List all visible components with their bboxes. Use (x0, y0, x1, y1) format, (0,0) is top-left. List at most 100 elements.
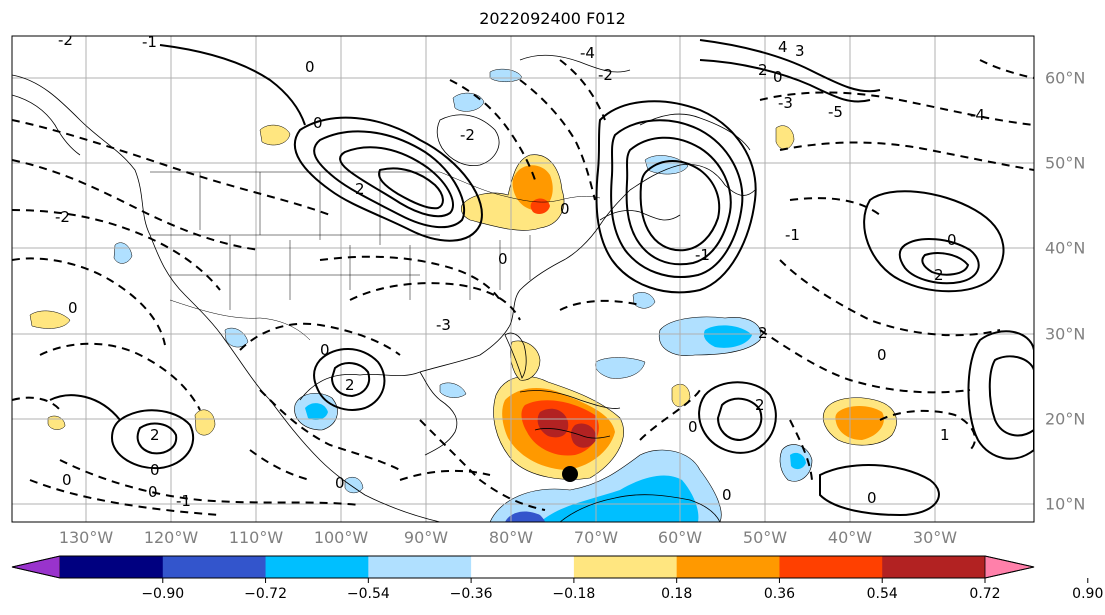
colorbar-tick-label: −0.90 (141, 586, 185, 602)
colorbar-tick-label: −0.54 (346, 586, 390, 602)
warm-region-greatlakes-core (530, 198, 550, 214)
contour-label: 0 (150, 461, 160, 479)
contour-label: 0 (305, 58, 315, 76)
contour-label: 2 (934, 266, 944, 284)
map-panel: -2 -1 0 0 -2 -2 2 -4 -2 4 3 2 0 -3 -5 -4… (12, 33, 1034, 522)
cool-patch-9 (344, 477, 364, 494)
contour-label: 0 (560, 200, 570, 218)
colorbar (11, 555, 1089, 583)
cool-patch-8 (644, 155, 689, 175)
contour-label: -1 (785, 226, 800, 244)
latitude-label: 60°N (1045, 68, 1086, 88)
contour-label: -2 (460, 126, 475, 144)
cool-region-south-inner (540, 475, 699, 522)
warm-region-florida (510, 340, 541, 381)
cool-region-atl-central-inner (703, 325, 752, 348)
colorbar-bin (882, 556, 986, 578)
cool-patch-6 (439, 382, 467, 398)
colorbar-tick-label: 0.54 (866, 586, 898, 602)
contour-label: 0 (947, 231, 957, 249)
latitude-label: 30°N (1045, 324, 1086, 344)
longitude-label: 30°W (912, 528, 958, 547)
colorbar-bin (162, 556, 267, 578)
coastlines (12, 54, 756, 522)
colorbar-extend-high (984, 555, 1035, 579)
contour-label: -1 (142, 33, 157, 51)
map-title: 2022092400 F012 (479, 9, 626, 28)
colorbar-bin (676, 556, 780, 578)
colorbar-tick-label: −0.18 (552, 586, 596, 602)
longitude-label: 110°W (228, 528, 284, 547)
colorbar-tick-label: 0.18 (661, 586, 693, 602)
contours-negative (12, 59, 1034, 516)
warm-patch-2 (29, 310, 71, 329)
colorbar-tick-label: 0.72 (969, 586, 1001, 602)
colorbar-extend-low (11, 555, 61, 579)
contour-label: 0 (68, 299, 78, 317)
contour-label: -4 (580, 44, 595, 62)
warm-patch-1 (259, 124, 291, 146)
colorbar-tick-label: −0.36 (449, 586, 493, 602)
longitude-label: 50°W (742, 528, 788, 547)
warm-region-atlantic-inner (835, 406, 884, 440)
contour-label: 2 (355, 180, 365, 198)
colorbar-bin (368, 556, 472, 578)
contour-label: 2 (758, 61, 768, 79)
contour-label: 1 (940, 426, 950, 444)
map-grid (12, 36, 1034, 522)
longitude-label: 100°W (313, 528, 369, 547)
colorbar-outline (11, 555, 1035, 579)
colorbar-bin (265, 556, 369, 578)
longitude-label: 80°W (488, 528, 534, 547)
contour-label: 0 (313, 114, 323, 132)
contour-label: 0 (320, 341, 330, 359)
map-frame (11, 35, 1035, 523)
colorbar-bin (60, 556, 164, 578)
contour-label: -2 (55, 208, 70, 226)
warm-patch-3 (194, 409, 216, 436)
cool-patch-1 (452, 92, 485, 112)
latitude-label: 20°N (1045, 409, 1086, 429)
contour-label: 2 (150, 426, 160, 444)
contour-label: -5 (828, 103, 843, 121)
contour-label: 0 (148, 483, 158, 501)
longitude-label: 60°W (657, 528, 703, 547)
contour-label: -4 (970, 106, 985, 124)
contour-label: 0 (867, 489, 877, 507)
longitude-label: 40°W (827, 528, 873, 547)
contour-label: 0 (688, 418, 698, 436)
longitude-label: 130°W (58, 528, 114, 547)
location-marker (562, 466, 578, 482)
contour-label: 3 (795, 42, 805, 60)
colorbar-tick-label: 0.36 (763, 586, 796, 602)
colorbar-tick-label: 0.90 (1072, 586, 1104, 602)
cool-patch-2 (489, 68, 523, 82)
contour-label: -1 (695, 246, 710, 264)
contour-lines (12, 39, 1034, 517)
contour-label: -2 (598, 66, 613, 84)
contour-label: 0 (773, 68, 783, 86)
colorbar-tick-label: −0.72 (244, 586, 287, 602)
contour-label: -3 (436, 316, 451, 334)
colorbar-bin (573, 556, 678, 578)
cool-patch-5 (632, 292, 656, 309)
contour-label: 0 (498, 250, 508, 268)
cool-patch-7 (224, 327, 249, 348)
cool-region-gulf-inner (305, 403, 328, 420)
contour-label: 2 (345, 376, 355, 394)
contour-label: 0 (62, 471, 72, 489)
contour-label: 0 (335, 474, 345, 492)
political-borders (150, 171, 601, 341)
latitude-label: 50°N (1045, 153, 1086, 173)
warm-region-caribbean-core2 (570, 423, 597, 448)
contour-label: 2 (758, 324, 768, 342)
longitude-label: 70°W (573, 528, 619, 547)
contour-label: -3 (778, 94, 793, 112)
cool-patch-4 (595, 357, 646, 379)
latitude-label: 40°N (1045, 238, 1086, 258)
longitude-label: 120°W (143, 528, 199, 547)
cool-patch-3 (113, 242, 133, 264)
cool-region-east-atl-inner (790, 452, 806, 470)
contour-label: 0 (877, 346, 887, 364)
warm-patch-5 (775, 125, 795, 150)
